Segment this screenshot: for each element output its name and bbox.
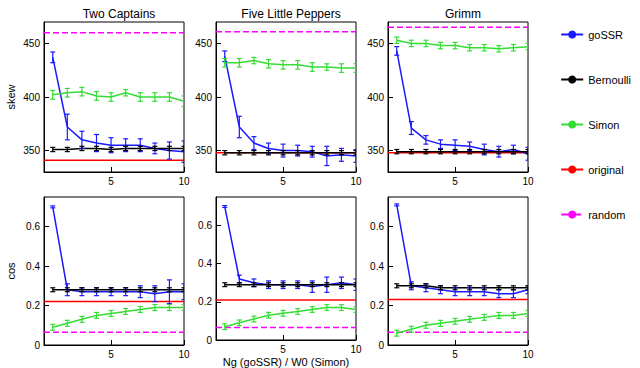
svg-text:Grimm: Grimm — [445, 7, 481, 21]
svg-text:0.2: 0.2 — [198, 296, 212, 307]
svg-text:400: 400 — [23, 92, 40, 103]
svg-text:10: 10 — [350, 344, 362, 355]
svg-text:0.4: 0.4 — [198, 258, 212, 269]
svg-text:0.4: 0.4 — [26, 261, 40, 272]
svg-text:5: 5 — [280, 176, 286, 187]
svg-text:5: 5 — [280, 344, 286, 355]
svg-text:350: 350 — [195, 145, 212, 156]
svg-text:0.6: 0.6 — [370, 221, 384, 232]
svg-text:10: 10 — [178, 349, 190, 360]
svg-text:0: 0 — [206, 335, 212, 346]
svg-text:0.4: 0.4 — [370, 261, 384, 272]
svg-text:Simon: Simon — [588, 119, 619, 131]
svg-text:10: 10 — [522, 176, 534, 187]
svg-text:0: 0 — [378, 340, 384, 351]
svg-text:0: 0 — [34, 340, 40, 351]
svg-text:10: 10 — [178, 176, 190, 187]
svg-text:400: 400 — [195, 92, 212, 103]
svg-text:Ng (goSSR) / W0 (Simon): Ng (goSSR) / W0 (Simon) — [223, 356, 350, 368]
svg-text:skew: skew — [5, 84, 17, 109]
svg-text:350: 350 — [23, 145, 40, 156]
svg-text:5: 5 — [108, 349, 114, 360]
svg-text:Five Little Peppers: Five Little Peppers — [241, 7, 340, 21]
svg-text:400: 400 — [367, 92, 384, 103]
svg-text:450: 450 — [367, 38, 384, 49]
svg-text:random: random — [588, 209, 625, 221]
svg-text:350: 350 — [367, 145, 384, 156]
svg-text:5: 5 — [452, 349, 458, 360]
svg-text:5: 5 — [108, 176, 114, 187]
svg-text:0.2: 0.2 — [26, 300, 40, 311]
svg-text:10: 10 — [522, 349, 534, 360]
svg-text:cos: cos — [5, 262, 17, 280]
svg-text:Bernoulli: Bernoulli — [588, 74, 631, 86]
svg-text:0.6: 0.6 — [26, 221, 40, 232]
svg-text:450: 450 — [23, 38, 40, 49]
svg-text:5: 5 — [452, 176, 458, 187]
svg-text:original: original — [588, 164, 623, 176]
svg-text:0.6: 0.6 — [198, 220, 212, 231]
svg-text:450: 450 — [195, 38, 212, 49]
svg-text:0.2: 0.2 — [370, 300, 384, 311]
svg-text:10: 10 — [350, 176, 362, 187]
svg-text:Two Captains: Two Captains — [83, 7, 156, 21]
svg-text:goSSR: goSSR — [588, 29, 623, 41]
